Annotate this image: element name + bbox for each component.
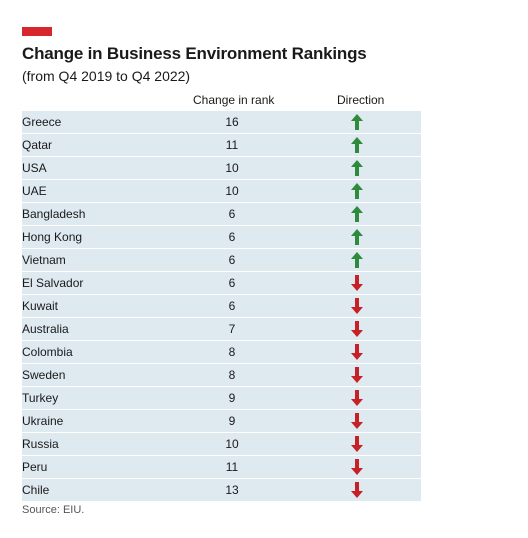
country-label: Russia <box>22 432 172 456</box>
arrow-down-icon <box>350 344 363 360</box>
direction-cell <box>292 455 421 479</box>
country-label: El Salvador <box>22 271 172 295</box>
direction-cell <box>292 111 421 134</box>
rank-change-value: 11 <box>172 455 292 479</box>
direction-cell <box>292 340 421 364</box>
rank-change-value: 9 <box>172 409 292 433</box>
table-row: Colombia 8 <box>22 340 421 364</box>
table-row: Kuwait 6 <box>22 294 421 318</box>
arrow-down-icon <box>350 436 363 452</box>
direction-cell <box>292 317 421 341</box>
country-label: Kuwait <box>22 294 172 318</box>
country-label: USA <box>22 156 172 180</box>
arrow-down-icon <box>350 390 363 406</box>
rank-change-value: 13 <box>172 478 292 502</box>
table-row: Qatar 11 <box>22 133 421 157</box>
direction-cell <box>292 133 421 157</box>
brand-accent-tag <box>22 27 52 36</box>
arrow-up-icon <box>350 114 363 130</box>
chart-title: Change in Business Environment Rankings <box>22 44 367 63</box>
table-row: Greece 16 <box>22 111 421 134</box>
arrow-up-icon <box>350 252 363 268</box>
rank-change-value: 16 <box>172 111 292 134</box>
table-row: USA 10 <box>22 156 421 180</box>
arrow-up-icon <box>350 229 363 245</box>
arrow-down-icon <box>350 459 363 475</box>
rank-change-value: 11 <box>172 133 292 157</box>
rank-change-value: 10 <box>172 432 292 456</box>
rank-change-value: 7 <box>172 317 292 341</box>
country-label: Colombia <box>22 340 172 364</box>
chart-subtitle: (from Q4 2019 to Q4 2022) <box>22 68 191 84</box>
arrow-up-icon <box>350 137 363 153</box>
arrow-down-icon <box>350 482 363 498</box>
rank-change-value: 6 <box>172 271 292 295</box>
direction-cell <box>292 225 421 249</box>
country-label: Australia <box>22 317 172 341</box>
country-label: Sweden <box>22 363 172 387</box>
country-label: Hong Kong <box>22 225 172 249</box>
table-row: Turkey 9 <box>22 386 421 410</box>
direction-cell <box>292 432 421 456</box>
rankings-table-body: Greece 16 Qatar 11 USA 10 UAE 10 Bangladesh 6 Hong… <box>22 111 421 502</box>
direction-cell <box>292 156 421 180</box>
arrow-down-icon <box>350 298 363 314</box>
rank-change-value: 6 <box>172 202 292 226</box>
country-label: Peru <box>22 455 172 479</box>
column-header-change: Change in rank <box>193 93 275 107</box>
country-label: Qatar <box>22 133 172 157</box>
country-label: Ukraine <box>22 409 172 433</box>
table-row: El Salvador 6 <box>22 271 421 295</box>
direction-cell <box>292 478 421 502</box>
rankings-table: Greece 16 Qatar 11 USA 10 UAE 10 Bangladesh 6 Hong… <box>22 111 421 502</box>
rank-change-value: 8 <box>172 340 292 364</box>
country-label: Turkey <box>22 386 172 410</box>
direction-cell <box>292 363 421 387</box>
direction-cell <box>292 202 421 226</box>
rank-change-value: 6 <box>172 225 292 249</box>
rank-change-value: 9 <box>172 386 292 410</box>
rank-change-value: 10 <box>172 156 292 180</box>
country-label: Chile <box>22 478 172 502</box>
direction-cell <box>292 294 421 318</box>
rank-change-value: 10 <box>172 179 292 203</box>
arrow-down-icon <box>350 275 363 291</box>
table-row: Vietnam 6 <box>22 248 421 272</box>
source-note: Source: EIU. <box>22 504 85 516</box>
table-row: Chile 13 <box>22 478 421 502</box>
rank-change-value: 6 <box>172 294 292 318</box>
direction-cell <box>292 386 421 410</box>
table-row: Russia 10 <box>22 432 421 456</box>
direction-cell <box>292 248 421 272</box>
table-row: Australia 7 <box>22 317 421 341</box>
table-row: Bangladesh 6 <box>22 202 421 226</box>
table-row: Hong Kong 6 <box>22 225 421 249</box>
arrow-down-icon <box>350 413 363 429</box>
table-row: Ukraine 9 <box>22 409 421 433</box>
table-row: UAE 10 <box>22 179 421 203</box>
arrow-down-icon <box>350 321 363 337</box>
arrow-down-icon <box>350 367 363 383</box>
country-label: UAE <box>22 179 172 203</box>
arrow-up-icon <box>350 160 363 176</box>
table-row: Sweden 8 <box>22 363 421 387</box>
rank-change-value: 6 <box>172 248 292 272</box>
direction-cell <box>292 179 421 203</box>
direction-cell <box>292 409 421 433</box>
country-label: Greece <box>22 111 172 134</box>
direction-cell <box>292 271 421 295</box>
country-label: Bangladesh <box>22 202 172 226</box>
column-header-direction: Direction <box>337 93 385 107</box>
arrow-up-icon <box>350 206 363 222</box>
country-label: Vietnam <box>22 248 172 272</box>
arrow-up-icon <box>350 183 363 199</box>
rank-change-value: 8 <box>172 363 292 387</box>
table-row: Peru 11 <box>22 455 421 479</box>
